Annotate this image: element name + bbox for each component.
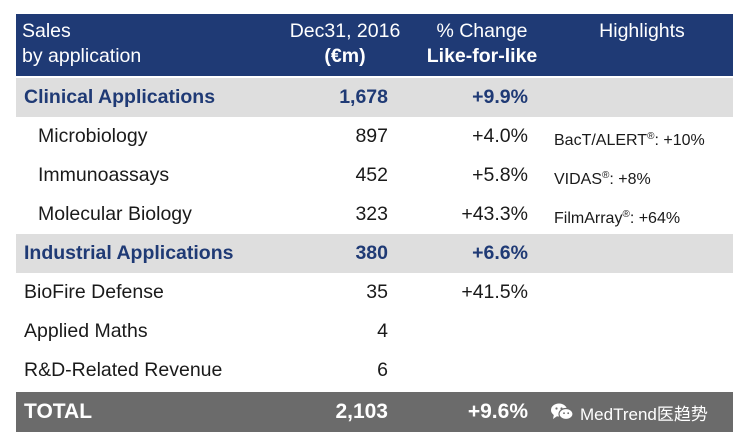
row-name: Industrial Applications (24, 242, 234, 264)
table-row-biofire-defense: BioFire Defense 35 +41.5% (16, 273, 733, 312)
table-row-microbiology: Microbiology 897 +4.0% BacT/ALERT®: +10% (16, 117, 733, 156)
row-name: Molecular Biology (38, 203, 192, 225)
row-change: +4.0% (472, 125, 528, 147)
table-row-applied-maths: Applied Maths 4 (16, 312, 733, 351)
table-row-molecular-biology: Molecular Biology 323 +43.3% FilmArray®:… (16, 195, 733, 234)
row-highlight: FilmArray®: +64% (554, 209, 681, 227)
table-row-clinical: Clinical Applications 1,678 +9.9% (16, 78, 733, 117)
row-value: 452 (355, 164, 388, 186)
table-row-industrial: Industrial Applications 380 +6.6% (16, 234, 733, 273)
watermark: MedTrend医趋势 (550, 398, 708, 426)
table-header: Sales by application Dec31, 2016 (€m) % … (16, 14, 733, 76)
row-name: Applied Maths (24, 320, 148, 342)
row-value: 323 (355, 203, 388, 225)
row-value: 4 (377, 320, 388, 342)
row-value: 897 (355, 125, 388, 147)
header-change: % Change Like-for-like (426, 20, 538, 67)
row-change: +41.5% (461, 281, 528, 303)
row-highlight: BacT/ALERT®: +10% (554, 131, 705, 149)
header-highlights: Highlights (599, 20, 685, 42)
row-highlight: VIDAS®: +8% (554, 170, 651, 188)
row-name: BioFire Defense (24, 281, 164, 303)
row-change: +6.6% (472, 242, 528, 264)
table-row-rd-revenue: R&D-Related Revenue 6 (16, 351, 733, 390)
total-value: 2,103 (335, 400, 388, 423)
table-row-immunoassays: Immunoassays 452 +5.8% VIDAS®: +8% (16, 156, 733, 195)
row-name: R&D-Related Revenue (24, 359, 223, 381)
row-name: Microbiology (38, 125, 148, 147)
row-change: +9.9% (472, 86, 528, 108)
row-value: 380 (355, 242, 388, 264)
header-date: Dec31, 2016 (€m) (289, 20, 401, 67)
wechat-icon (550, 402, 574, 422)
total-label: TOTAL (24, 400, 93, 423)
row-change: +5.8% (472, 164, 528, 186)
row-value: 35 (366, 281, 388, 303)
row-value: 1,678 (339, 86, 388, 108)
table-row-total: TOTAL 2,103 +9.6% MedTrend医趋势 (16, 392, 733, 432)
total-change: +9.6% (467, 400, 528, 423)
header-sales: Sales by application (22, 20, 142, 67)
row-value: 6 (377, 359, 388, 381)
watermark-text: MedTrend医趋势 (580, 404, 708, 424)
row-name: Immunoassays (38, 164, 170, 186)
row-change: +43.3% (461, 203, 528, 225)
row-name: Clinical Applications (24, 86, 216, 108)
